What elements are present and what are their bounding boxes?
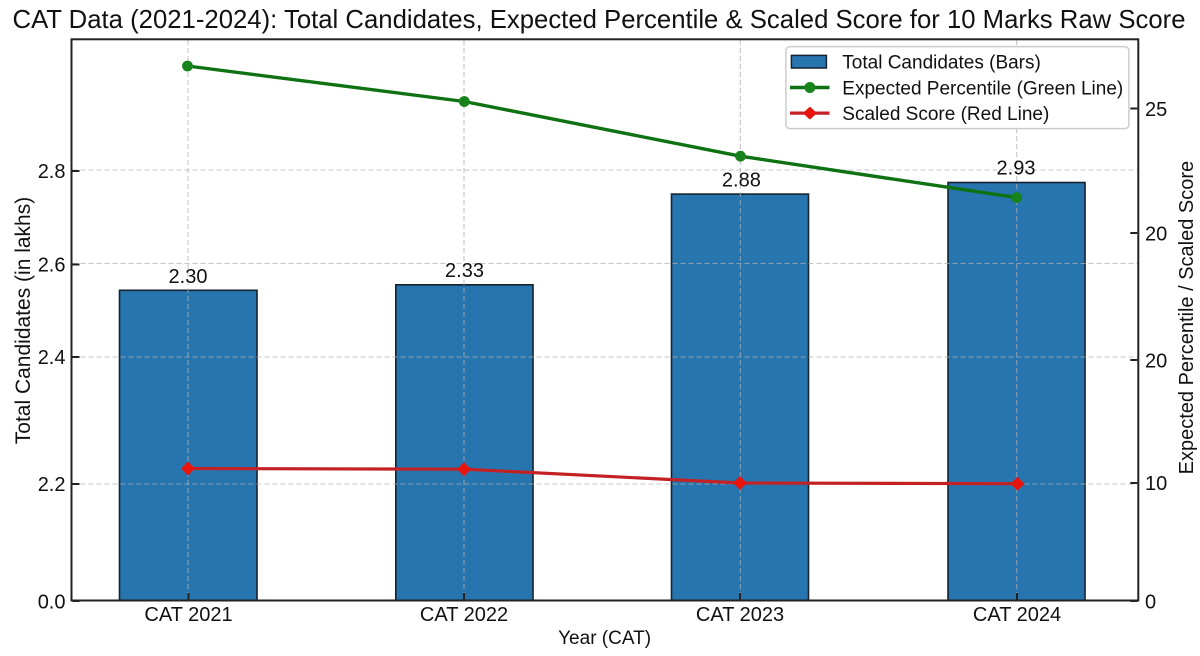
svg-text:20: 20 bbox=[1145, 224, 1167, 246]
svg-text:2.8: 2.8 bbox=[38, 161, 66, 183]
svg-text:CAT Data (2021-2024): Total Ca: CAT Data (2021-2024): Total Candidates, … bbox=[13, 6, 1186, 34]
svg-text:Expected Percentile / Scaled S: Expected Percentile / Scaled Score bbox=[1176, 161, 1198, 475]
svg-text:2.4: 2.4 bbox=[38, 347, 66, 369]
svg-text:10: 10 bbox=[1145, 473, 1167, 495]
svg-text:Expected Percentile (Green Lin: Expected Percentile (Green Line) bbox=[842, 78, 1123, 99]
svg-text:0: 0 bbox=[1145, 592, 1156, 614]
svg-text:Year (CAT): Year (CAT) bbox=[558, 628, 651, 649]
svg-text:20: 20 bbox=[1145, 351, 1167, 373]
svg-text:2.88: 2.88 bbox=[722, 170, 761, 192]
svg-text:Scaled Score (Red Line): Scaled Score (Red Line) bbox=[842, 104, 1049, 125]
svg-text:2.6: 2.6 bbox=[38, 255, 66, 277]
svg-text:CAT 2022: CAT 2022 bbox=[420, 604, 508, 626]
svg-text:2.30: 2.30 bbox=[169, 266, 208, 288]
svg-text:2.33: 2.33 bbox=[445, 260, 484, 282]
svg-text:0.0: 0.0 bbox=[38, 592, 66, 614]
svg-text:Total Candidates (in lakhs): Total Candidates (in lakhs) bbox=[12, 197, 35, 444]
svg-text:2.93: 2.93 bbox=[997, 158, 1036, 180]
svg-text:Total Candidates (Bars): Total Candidates (Bars) bbox=[842, 53, 1041, 74]
svg-text:CAT 2021: CAT 2021 bbox=[144, 604, 232, 626]
svg-text:2.2: 2.2 bbox=[38, 474, 66, 496]
svg-text:CAT 2024: CAT 2024 bbox=[973, 604, 1061, 626]
svg-text:25: 25 bbox=[1145, 99, 1167, 121]
svg-text:CAT 2023: CAT 2023 bbox=[696, 604, 784, 626]
